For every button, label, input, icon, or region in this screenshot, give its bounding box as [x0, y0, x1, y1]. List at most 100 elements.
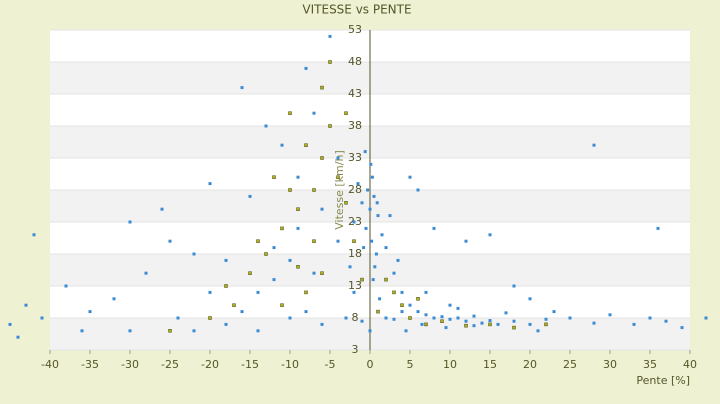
- scatter-point: [433, 227, 436, 230]
- scatter-point: [41, 317, 44, 320]
- scatter-point: [381, 233, 384, 236]
- scatter-point: [17, 336, 20, 339]
- x-tick-label: 10: [443, 358, 457, 371]
- scatter-point: [481, 322, 484, 325]
- scatter-point: [633, 323, 636, 326]
- scatter-point: [289, 317, 292, 320]
- scatter-point: [465, 324, 468, 327]
- scatter-point: [281, 304, 284, 307]
- scatter-point: [441, 315, 444, 318]
- scatter-point: [297, 208, 300, 211]
- scatter-point: [405, 329, 408, 332]
- scatter-point: [361, 320, 364, 323]
- scatter-point: [337, 157, 340, 160]
- scatter-point: [329, 61, 332, 64]
- scatter-point: [313, 240, 316, 243]
- x-tick-label: -35: [81, 358, 99, 371]
- x-tick-label: 5: [407, 358, 414, 371]
- scatter-point: [425, 323, 428, 326]
- scatter-point: [376, 201, 379, 204]
- x-tick-label: 25: [563, 358, 577, 371]
- scatter-point: [529, 323, 532, 326]
- scatter-point: [249, 272, 252, 275]
- scatter-point: [385, 317, 388, 320]
- scatter-point: [65, 285, 68, 288]
- scatter-point: [305, 310, 308, 313]
- scatter-point: [193, 329, 196, 332]
- scatter-point: [297, 176, 300, 179]
- scatter-point: [489, 319, 492, 322]
- scatter-point: [209, 291, 212, 294]
- scatter-point: [417, 297, 420, 300]
- scatter-point: [321, 272, 324, 275]
- scatter-point: [593, 144, 596, 147]
- scatter-point: [473, 324, 476, 327]
- scatter-point: [449, 318, 452, 321]
- x-tick-label: 35: [643, 358, 657, 371]
- scatter-point: [289, 189, 292, 192]
- scatter-point: [241, 86, 244, 89]
- scatter-point: [362, 246, 365, 249]
- y-tick-label: 53: [348, 23, 362, 36]
- scatter-point: [345, 112, 348, 115]
- scatter-point: [465, 240, 468, 243]
- scatter-point: [489, 323, 492, 326]
- scatter-point: [372, 278, 375, 281]
- scatter-point: [321, 86, 324, 89]
- scatter-point: [321, 323, 324, 326]
- chart-title: VITESSE vs PENTE: [302, 3, 411, 17]
- scatter-point: [81, 329, 84, 332]
- y-tick-label: 38: [348, 119, 362, 132]
- scatter-point: [169, 240, 172, 243]
- scatter-point: [265, 253, 268, 256]
- scatter-point: [457, 317, 460, 320]
- scatter-point: [193, 253, 196, 256]
- scatter-point: [529, 297, 532, 300]
- scatter-point: [649, 317, 652, 320]
- scatter-point: [321, 157, 324, 160]
- scatter-point: [241, 310, 244, 313]
- scatter-point: [25, 304, 28, 307]
- scatter-point: [364, 150, 367, 153]
- scatter-point: [537, 329, 540, 332]
- scatter-point: [433, 317, 436, 320]
- scatter-point: [401, 310, 404, 313]
- scatter-point: [373, 265, 376, 268]
- scatter-point: [681, 326, 684, 329]
- scatter-point: [497, 323, 500, 326]
- scatter-point: [409, 317, 412, 320]
- scatter-point: [337, 176, 340, 179]
- x-tick-label: -5: [325, 358, 336, 371]
- scatter-point: [569, 317, 572, 320]
- scatter-point: [89, 310, 92, 313]
- scatter-point: [273, 176, 276, 179]
- scatter-point: [273, 246, 276, 249]
- scatter-point: [313, 112, 316, 115]
- scatter-point: [9, 323, 12, 326]
- scatter-point: [161, 208, 164, 211]
- scatter-point: [397, 259, 400, 262]
- x-tick-label: -15: [241, 358, 259, 371]
- scatter-point: [365, 227, 368, 230]
- x-tick-label: 20: [523, 358, 537, 371]
- scatter-point: [421, 323, 424, 326]
- y-tick-label: 18: [348, 247, 362, 260]
- scatter-point: [345, 317, 348, 320]
- scatter-point: [257, 291, 260, 294]
- scatter-point: [705, 317, 708, 320]
- scatter-point: [377, 310, 380, 313]
- scatter-point: [345, 201, 348, 204]
- y-tick-label: 8: [352, 311, 359, 324]
- scatter-point: [513, 320, 516, 323]
- scatter-point: [361, 201, 364, 204]
- scatter-point: [401, 291, 404, 294]
- scatter-point: [371, 176, 374, 179]
- scatter-point: [169, 329, 172, 332]
- scatter-point: [489, 233, 492, 236]
- x-tick-label: -25: [161, 358, 179, 371]
- x-tick-label: -40: [41, 358, 59, 371]
- scatter-point: [393, 318, 396, 321]
- scatter-point: [289, 112, 292, 115]
- scatter-point: [329, 35, 332, 38]
